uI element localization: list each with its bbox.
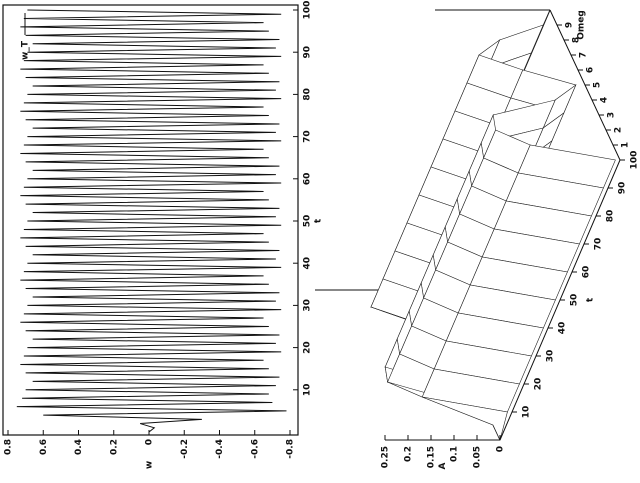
y-tick-label: 1 — [621, 142, 631, 148]
x-tick-label: 70 — [594, 238, 604, 251]
surface-panel: 10203040506070809010012345678900.050.10.… — [315, 10, 640, 469]
z-axis-label: A — [438, 462, 448, 469]
x-axis-label: t — [586, 297, 596, 302]
y-tick-label: 4 — [600, 97, 610, 103]
y-tick-label: 9 — [565, 22, 575, 28]
y-tick-label: 0.6 — [39, 439, 49, 455]
x-tick-label: 10 — [303, 384, 313, 397]
x-tick-label: 20 — [534, 378, 544, 391]
figure: 102030405060708090100-0.8-0.6-0.4-0.200.… — [0, 0, 640, 483]
z-tick-label: 0.25 — [381, 446, 391, 468]
y-axis-label: Omeg — [577, 10, 587, 40]
y-tick-label: 0.2 — [109, 439, 119, 455]
x-axis-label: t — [314, 218, 324, 223]
z-tick-label: 0.2 — [404, 446, 414, 462]
legend-label: w_T — [21, 40, 31, 60]
x-tick-label: 100 — [630, 151, 640, 170]
z-tick-label: 0 — [496, 446, 506, 452]
z-tick-label: 0.1 — [450, 446, 460, 462]
line-panel: 10 20 30 40 50 60 70 80 90 100 -0.8 -0.6 -0.4 -0.2 0 0.… — [3, 1, 324, 470]
x-tick-label: 40 — [558, 322, 568, 335]
y-tick-label: 2 — [614, 127, 624, 133]
y-tick-label: 0 — [145, 439, 155, 445]
x-tick-label: 50 — [303, 215, 313, 228]
x-tick-label: 90 — [618, 182, 628, 195]
y-tick-label: -0.2 — [180, 439, 190, 459]
x-tick-label: 100 — [303, 1, 313, 20]
y-tick-label: 7 — [579, 52, 589, 58]
y-tick-label: 0.4 — [74, 439, 84, 455]
x-tick-label: 20 — [303, 341, 313, 354]
x-tick-label: 10 — [522, 406, 532, 419]
data-line — [17, 10, 287, 432]
x-tick-label: 80 — [606, 210, 616, 223]
x-tick-label: 90 — [303, 46, 313, 59]
z-tick-label: 0.15 — [427, 446, 437, 468]
x-tick-label: 30 — [303, 299, 313, 312]
x-tick-label: 40 — [303, 257, 313, 270]
x-tick-label: 50 — [570, 294, 580, 307]
y-tick-label: -0.8 — [286, 439, 296, 459]
x-tick-label: 30 — [546, 350, 556, 363]
y-tick-label: 5 — [593, 82, 603, 88]
x-tick-label: 60 — [582, 266, 592, 279]
y-tick-label: 0.8 — [4, 439, 14, 455]
y-tick-label: -0.4 — [215, 439, 225, 459]
z-tick-label: 0.05 — [473, 446, 483, 468]
y-tick-label: -0.6 — [250, 439, 260, 459]
x-tick-label: 70 — [303, 130, 313, 143]
x-tick-label: 80 — [303, 88, 313, 101]
y-tick-label: 3 — [607, 112, 617, 118]
y-tick-label: 6 — [586, 67, 596, 73]
y-axis-label: w — [145, 461, 155, 469]
x-tick-label: 60 — [303, 173, 313, 186]
